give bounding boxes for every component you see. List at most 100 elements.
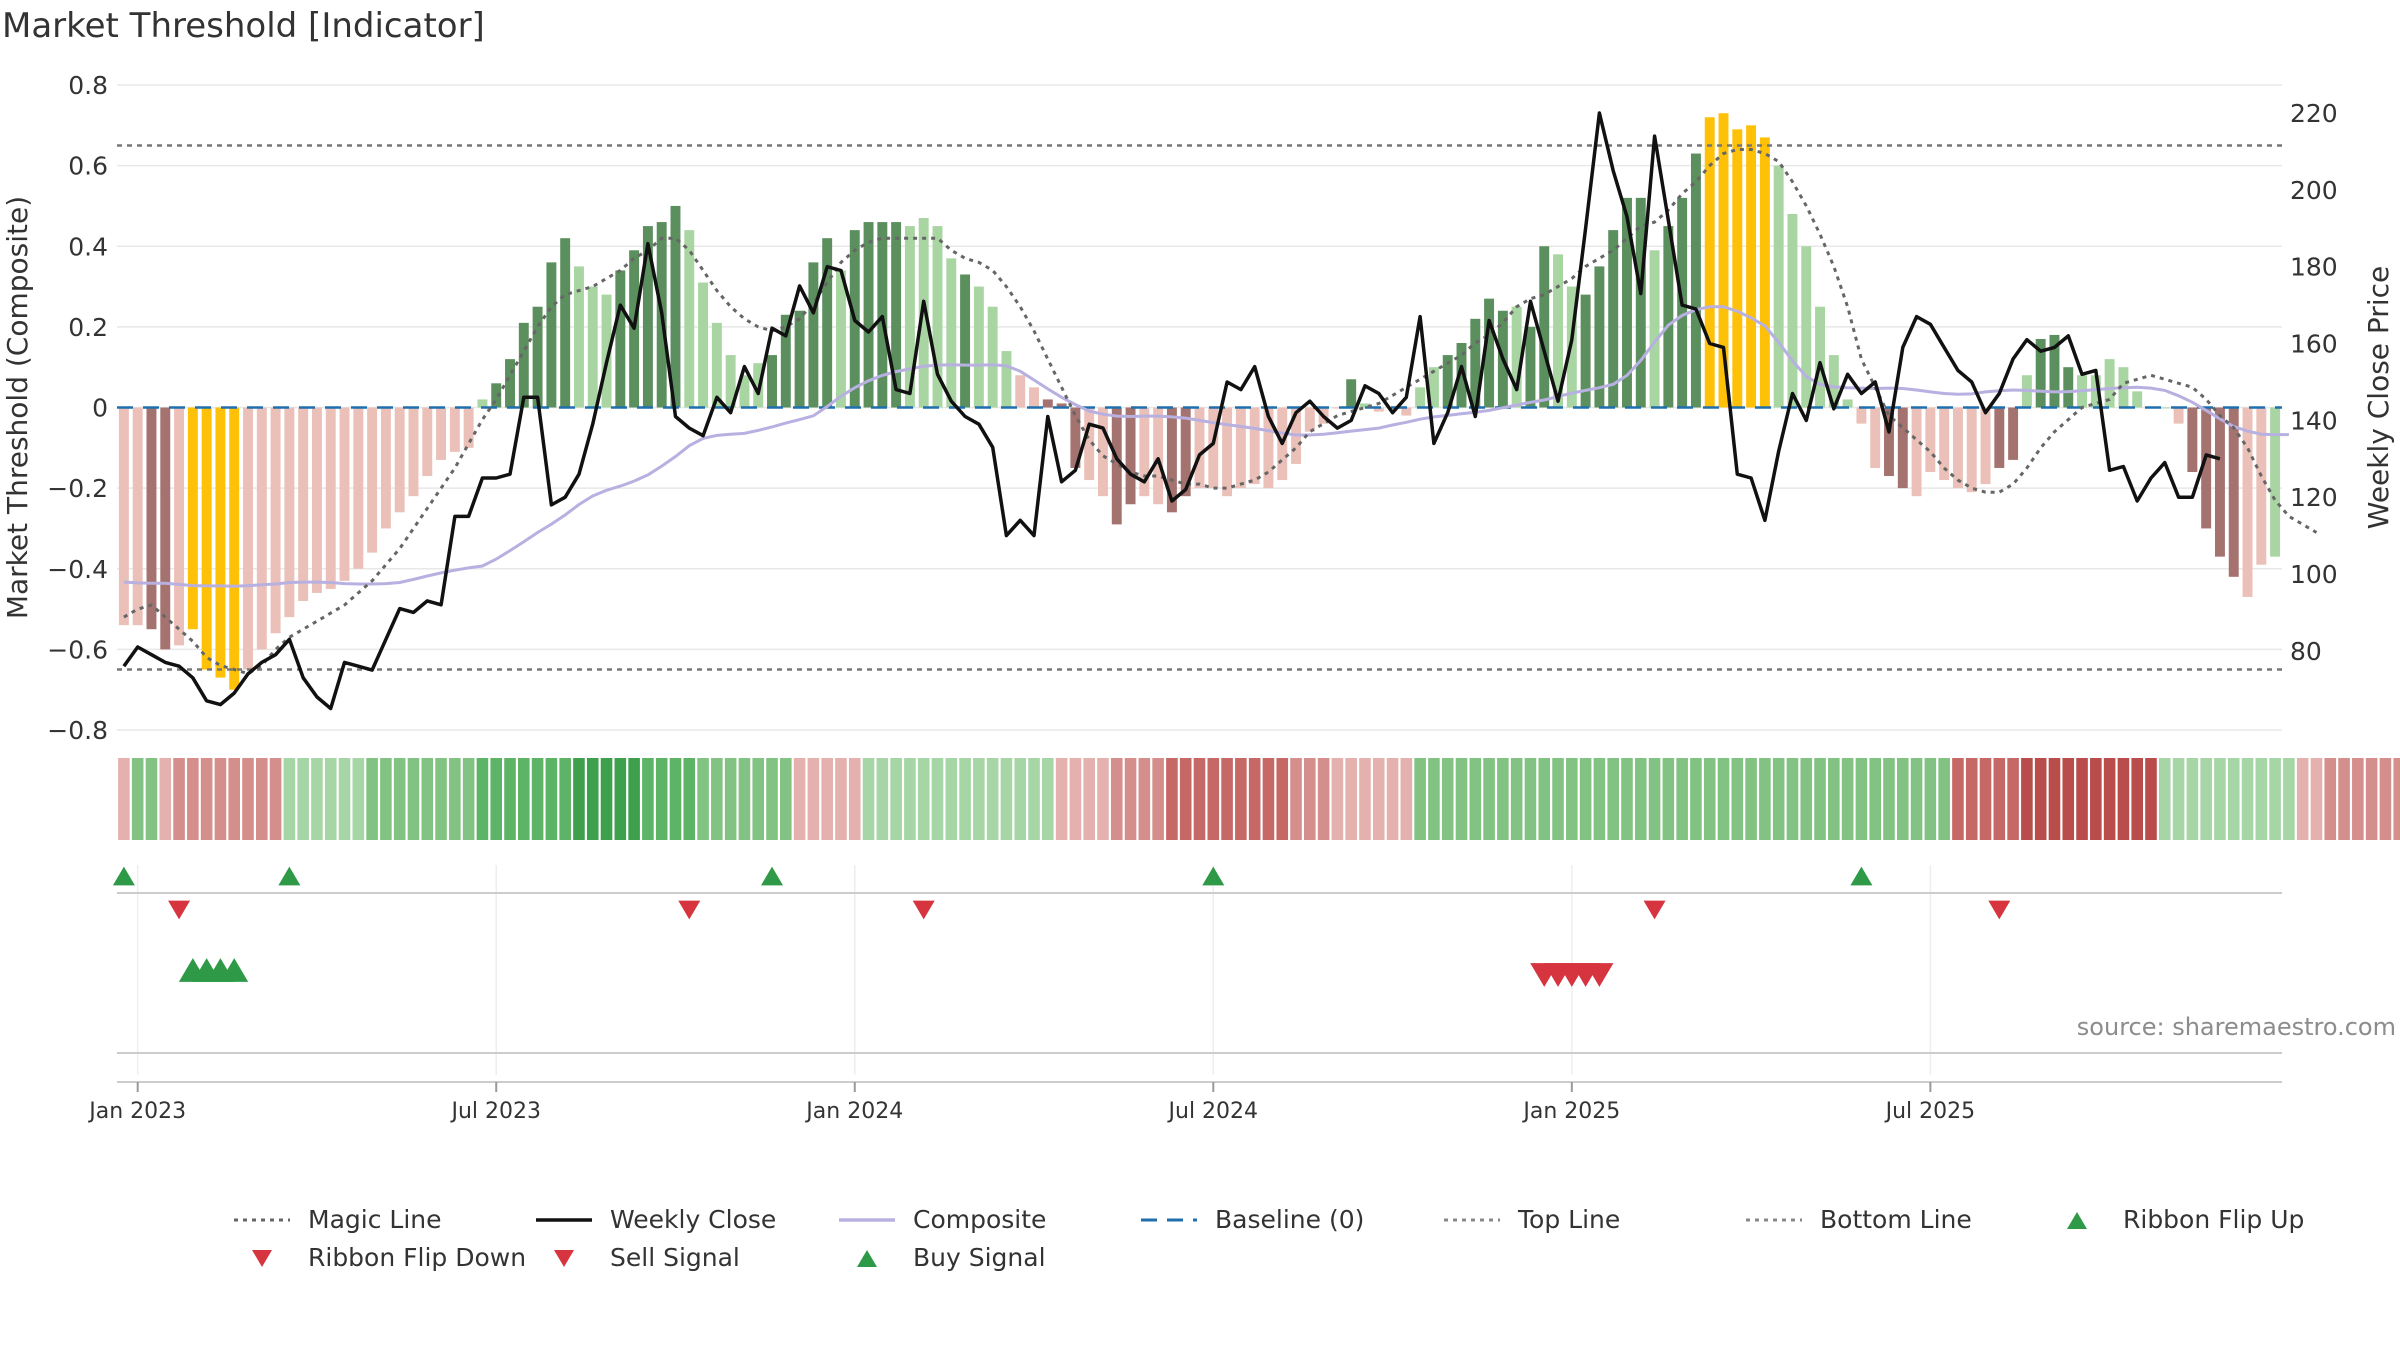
- composite-bar: [1939, 407, 1950, 481]
- composite-bar: [270, 407, 281, 634]
- composite-bar: [229, 407, 240, 690]
- ribbon-cell: [1166, 758, 1178, 840]
- ribbon-cell: [2062, 758, 2075, 840]
- ribbon-cell: [283, 758, 296, 840]
- ribbon-cell: [1124, 758, 1137, 840]
- ribbon-cell: [462, 758, 475, 840]
- composite-line: [123, 305, 2289, 588]
- ribbon-cell: [2393, 758, 2400, 840]
- ribbon-cell: [655, 758, 668, 840]
- ribbon-cell: [1042, 758, 1054, 840]
- composite-bar: [1690, 153, 1701, 408]
- composite-bar: [1194, 407, 1205, 489]
- composite-bar: [877, 222, 888, 408]
- composite-bar: [1180, 407, 1191, 497]
- ribbon-flip-down-marker: [1988, 900, 2011, 920]
- ribbon-cell: [2269, 758, 2281, 840]
- ribbon-cell: [1262, 758, 1275, 840]
- ribbon-cell: [1579, 758, 1592, 840]
- composite-bar: [739, 375, 750, 408]
- composite-bar: [477, 399, 488, 408]
- ribbon-cell: [2200, 758, 2212, 840]
- y2-tick-label: 220: [2290, 99, 2338, 128]
- composite-bar: [284, 407, 295, 618]
- legend-item: Ribbon Flip Down: [230, 1243, 526, 1272]
- ribbon-cell: [2048, 758, 2061, 840]
- y-tick-label: 0.6: [68, 152, 108, 181]
- composite-bar: [2201, 407, 2212, 529]
- ribbon-cell: [724, 758, 737, 840]
- composite-bar: [615, 270, 626, 408]
- composite-bar: [2090, 375, 2101, 408]
- ribbon-cell: [1386, 758, 1399, 840]
- composite-bar: [394, 407, 405, 513]
- composite-bar: [891, 222, 902, 408]
- y2-tick-label: 180: [2290, 253, 2338, 282]
- ribbon-cell: [1138, 758, 1151, 840]
- composite-bar: [546, 262, 557, 408]
- composite-bar: [1015, 375, 1026, 408]
- buy-signal-marker: [220, 958, 249, 982]
- legend-label: Bottom Line: [1820, 1205, 1972, 1234]
- ribbon-cell: [504, 758, 516, 840]
- ribbon-cell: [1290, 758, 1302, 840]
- ribbon-cell: [559, 758, 571, 840]
- composite-bar: [1442, 355, 1453, 408]
- legend-swatch: [2067, 1211, 2087, 1229]
- composite-bar: [863, 222, 874, 408]
- ribbon-cell: [1207, 758, 1220, 840]
- ribbon-cell: [904, 758, 916, 840]
- ribbon-cell: [2338, 758, 2350, 840]
- composite-bar: [1470, 318, 1481, 408]
- ribbon-cell: [1110, 758, 1123, 840]
- composite-bar: [256, 407, 267, 650]
- composite-bar: [2035, 338, 2046, 408]
- composite-bar: [298, 407, 309, 601]
- composite-bar: [1332, 407, 1343, 409]
- source-note: source: sharemaestro.com: [2076, 1013, 2396, 1041]
- legend-label: Top Line: [1518, 1205, 1621, 1234]
- ribbon-cell: [118, 758, 130, 840]
- ribbon-cell: [1483, 758, 1495, 840]
- composite-bar: [670, 205, 681, 408]
- magic-line: [123, 148, 2318, 676]
- composite-bar: [1042, 399, 1053, 408]
- ribbon-cell: [2283, 758, 2295, 840]
- legend-label: Composite: [913, 1205, 1047, 1234]
- composite-bar: [836, 270, 846, 408]
- ribbon-cell: [476, 758, 489, 840]
- ribbon-cell: [449, 758, 461, 840]
- composite-bar: [146, 407, 157, 630]
- legend-swatch: [234, 1218, 290, 1221]
- ribbon-cell: [531, 758, 544, 840]
- y-tick-label: −0.8: [47, 716, 108, 745]
- composite-bar: [1787, 214, 1798, 408]
- y-tick-label: −0.2: [47, 474, 108, 503]
- legend-item: Magic Line: [230, 1205, 442, 1234]
- ribbon-cell: [1152, 758, 1164, 840]
- composite-bar: [325, 407, 336, 589]
- composite-bar: [1484, 298, 1495, 408]
- ribbon-cell: [1910, 758, 1923, 840]
- composite-bar: [1373, 407, 1384, 412]
- ribbon-cell: [1979, 758, 1992, 840]
- x-tick-label: Jan 2024: [804, 1099, 903, 1124]
- composite-bar: [1925, 407, 1936, 472]
- ribbon-cell: [380, 758, 392, 840]
- y-tick-label: −0.6: [47, 635, 108, 664]
- ribbon-cell: [1069, 758, 1082, 840]
- x-tick-label: Jan 2025: [1521, 1099, 1620, 1124]
- ribbon-cell: [2310, 758, 2323, 840]
- composite-bar: [1222, 407, 1233, 497]
- ribbon-cell: [862, 758, 875, 840]
- ribbon-flip-down-marker: [1643, 900, 1666, 920]
- ribbon-cell: [1345, 758, 1357, 840]
- ribbon-cell: [1717, 758, 1730, 840]
- composite-bar: [1870, 407, 1881, 468]
- composite-bar: [2008, 407, 2019, 460]
- legend-label: Baseline (0): [1215, 1205, 1365, 1234]
- legend-item: Bottom Line: [1742, 1205, 1972, 1234]
- legend-label: Weekly Close: [610, 1205, 777, 1234]
- composite-bar: [1539, 246, 1550, 408]
